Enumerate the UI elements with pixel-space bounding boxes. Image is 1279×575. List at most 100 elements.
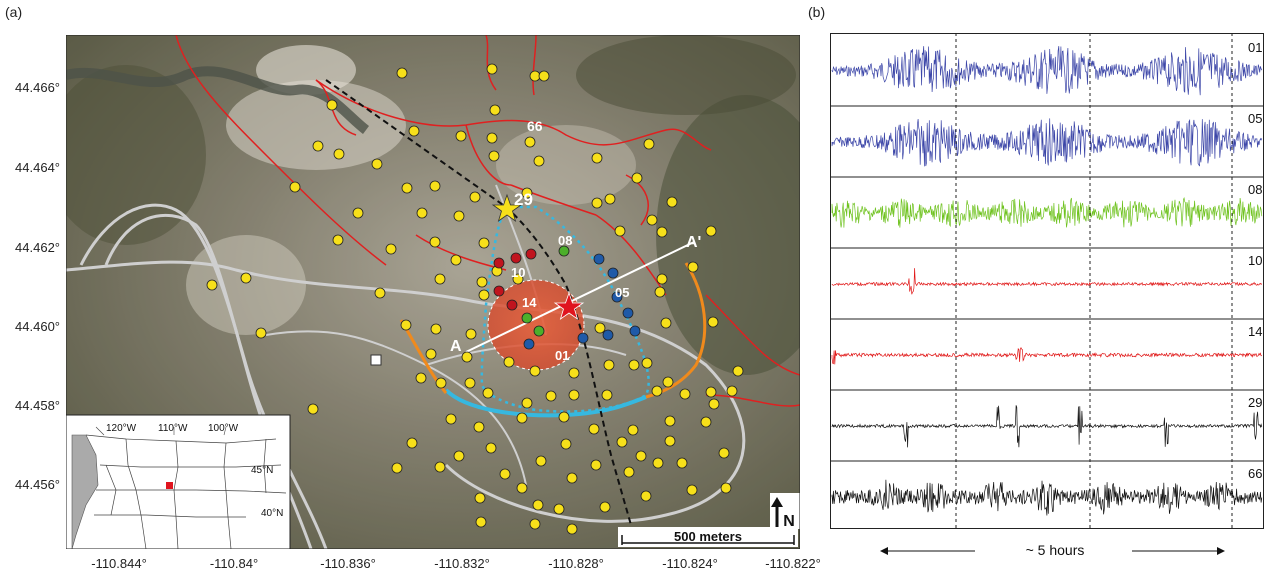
station-marker — [666, 196, 678, 208]
trace-id-10: 10 — [1248, 253, 1263, 268]
station-marker — [558, 411, 570, 423]
station-marker — [591, 152, 603, 164]
station-marker — [240, 272, 252, 284]
label-station-05: 05 — [615, 285, 629, 300]
station-marker — [643, 138, 655, 150]
station-marker — [599, 501, 611, 513]
station-marker — [627, 424, 639, 436]
station-marker — [568, 367, 580, 379]
trace-id-14: 14 — [1248, 324, 1263, 339]
station-marker — [307, 403, 319, 415]
lat-tick-44.466: 44.466° — [15, 80, 60, 95]
station-marker — [532, 499, 544, 511]
station-marker — [352, 207, 364, 219]
station-marker — [529, 518, 541, 530]
station-marker — [464, 377, 476, 389]
station-marker — [332, 234, 344, 246]
station-marker — [594, 322, 606, 334]
lat-tick-44.456: 44.456° — [15, 477, 60, 492]
station-marker — [664, 435, 676, 447]
station-marker — [705, 225, 717, 237]
station-marker — [664, 415, 676, 427]
lon-tick-110.824: -110.824° — [662, 556, 718, 571]
station-marker — [529, 365, 541, 377]
station-marker — [503, 356, 515, 368]
station-marker — [641, 357, 653, 369]
station-marker — [206, 279, 218, 291]
station-marker — [374, 287, 386, 299]
station-marker — [435, 377, 447, 389]
station-marker — [450, 254, 462, 266]
label-station-08: 08 — [558, 233, 572, 248]
trace-id-29: 29 — [1248, 395, 1263, 410]
station-marker — [455, 130, 467, 142]
station-marker — [482, 387, 494, 399]
station-marker — [478, 237, 490, 249]
lat-tick-44.458: 44.458° — [15, 398, 60, 413]
station-marker — [732, 365, 744, 377]
label-station-10: 10 — [511, 265, 525, 280]
station-marker — [465, 328, 477, 340]
station-marker-red — [493, 257, 505, 269]
station-marker — [406, 437, 418, 449]
lon-tick-110.828: -110.828° — [548, 556, 604, 571]
inset-40n: 40°N — [261, 508, 283, 519]
arrow-left-icon — [880, 547, 888, 555]
station-marker — [720, 482, 732, 494]
station-marker — [679, 388, 691, 400]
lon-tick-110.836: -110.836° — [320, 556, 376, 571]
station-marker — [425, 348, 437, 360]
lon-tick-110.844: -110.844° — [91, 556, 147, 571]
lat-tick-44.462: 44.462° — [15, 240, 60, 255]
station-marker — [705, 386, 717, 398]
station-marker — [662, 376, 674, 388]
seismogram-frame — [830, 33, 1264, 529]
station-marker — [474, 492, 486, 504]
station-marker — [718, 447, 730, 459]
station-marker — [535, 455, 547, 467]
station-marker — [476, 276, 488, 288]
station-marker — [478, 289, 490, 301]
station-marker — [686, 484, 698, 496]
scale-bar-label: 500 meters — [674, 529, 742, 544]
station-marker — [415, 372, 427, 384]
station-marker — [687, 261, 699, 273]
inset-110w: 110°W — [158, 423, 188, 434]
station-marker — [623, 466, 635, 478]
station-marker — [385, 243, 397, 255]
station-marker — [676, 457, 688, 469]
station-marker-red — [506, 299, 518, 311]
station-marker — [312, 140, 324, 152]
station-marker-red — [525, 248, 537, 260]
station-marker — [708, 398, 720, 410]
inset-study-area-marker — [166, 482, 173, 489]
station-marker — [660, 317, 672, 329]
station-marker — [461, 351, 473, 363]
panel-a-label: (a) — [5, 4, 23, 20]
station-marker — [396, 67, 408, 79]
station-marker-blue — [593, 253, 605, 265]
station-marker — [560, 438, 572, 450]
station-marker-blue — [602, 329, 614, 341]
station-marker — [591, 197, 603, 209]
time-scale-label: ~ 5 hours — [1025, 542, 1085, 558]
station-marker — [289, 181, 301, 193]
lon-tick-110.822: -110.822° — [765, 556, 821, 571]
label-station-66: 66 — [527, 118, 543, 134]
label-A: A — [450, 338, 462, 355]
station-marker — [434, 461, 446, 473]
station-marker — [654, 286, 666, 298]
station-marker — [566, 472, 578, 484]
station-marker — [566, 523, 578, 535]
trace-05 — [831, 118, 1263, 167]
station-marker — [604, 193, 616, 205]
station-marker — [553, 503, 565, 515]
station-marker — [430, 323, 442, 335]
station-marker — [401, 182, 413, 194]
station-marker — [516, 412, 528, 424]
arrow-right-icon — [1217, 547, 1225, 555]
station-marker — [416, 207, 428, 219]
station-marker — [475, 516, 487, 528]
station-marker — [529, 70, 541, 82]
station-marker — [326, 99, 338, 111]
